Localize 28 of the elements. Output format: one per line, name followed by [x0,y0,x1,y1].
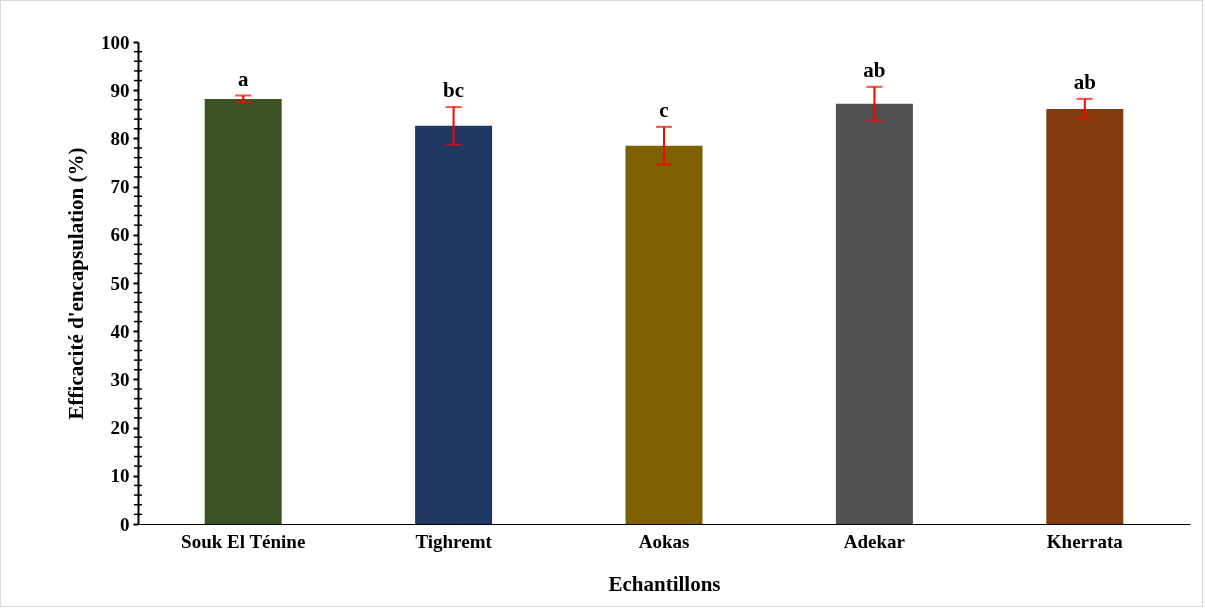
y-tick-label: 0 [120,513,130,535]
annotation: ab [1073,69,1096,94]
y-axis-title: Efficacité d'encapsulation (%) [64,147,88,420]
annotation: bc [443,78,465,103]
x-tick-label: Aokas [638,530,690,552]
bar [204,98,282,524]
bar [625,145,703,524]
bar [1046,109,1124,524]
x-tick-label: Souk El Ténine [181,530,306,552]
bar [415,125,493,524]
x-tick-label: Kherrata [1046,530,1124,552]
y-tick-label: 10 [110,465,130,487]
annotation: a [237,66,249,91]
bar [835,103,913,524]
x-axis-title: Echantillons [608,571,721,596]
annotation: c [659,97,669,122]
y-tick-label: 60 [110,224,130,246]
y-tick-label: 20 [110,417,130,439]
y-tick-label: 80 [110,127,130,149]
y-tick-label: 40 [110,320,130,342]
y-tick-label: 30 [110,368,130,390]
annotation: ab [863,57,886,82]
x-tick-label: Tighremt [415,530,493,552]
y-tick-label: 70 [110,176,130,198]
y-tick-label: 50 [110,272,130,294]
y-tick-label: 90 [110,79,130,101]
x-tick-label: Adekar [843,530,906,552]
y-tick-label: 100 [101,31,130,53]
